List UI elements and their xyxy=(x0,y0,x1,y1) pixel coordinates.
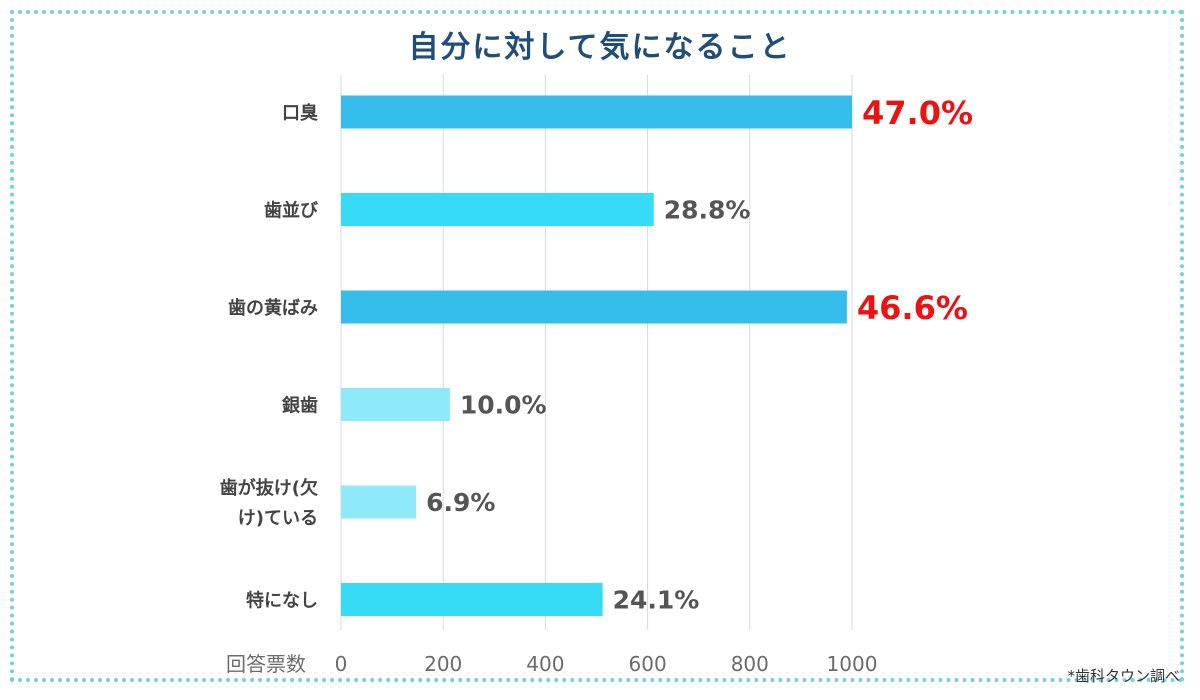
bar xyxy=(341,583,603,616)
category-label: 歯並び xyxy=(264,200,319,222)
category-label: 口臭 xyxy=(282,102,318,124)
data-label: 24.1% xyxy=(613,586,700,615)
chart-frame xyxy=(10,10,1184,682)
data-label: 10.0% xyxy=(460,391,547,420)
x-tick-label: 0 xyxy=(335,652,348,676)
bar xyxy=(341,95,852,129)
category-label: 歯の黄ばみ xyxy=(228,297,318,319)
x-tick-label: 600 xyxy=(629,652,667,676)
data-label: 28.8% xyxy=(664,196,751,225)
category-label: 特になし xyxy=(246,590,318,612)
bar xyxy=(341,388,450,421)
x-axis-label: 回答票数 xyxy=(226,652,306,676)
x-tick-label: 400 xyxy=(526,652,564,676)
category-label: 銀歯 xyxy=(282,395,318,417)
x-tick-label: 800 xyxy=(731,652,769,676)
data-label: 6.9% xyxy=(426,488,495,517)
chart-title: 自分に対して気になること xyxy=(408,30,792,65)
bar xyxy=(341,485,417,519)
category-label: け)ている xyxy=(238,508,318,529)
source-note: *歯科タウン調べ xyxy=(1067,667,1180,685)
data-label: 47.0% xyxy=(862,94,973,132)
x-tick-label: 1000 xyxy=(827,652,878,676)
x-tick-label: 200 xyxy=(424,652,462,676)
bar xyxy=(341,290,847,324)
category-label: 歯が抜け(欠 xyxy=(220,477,318,499)
bar xyxy=(341,193,654,226)
data-label: 46.6% xyxy=(857,289,968,327)
